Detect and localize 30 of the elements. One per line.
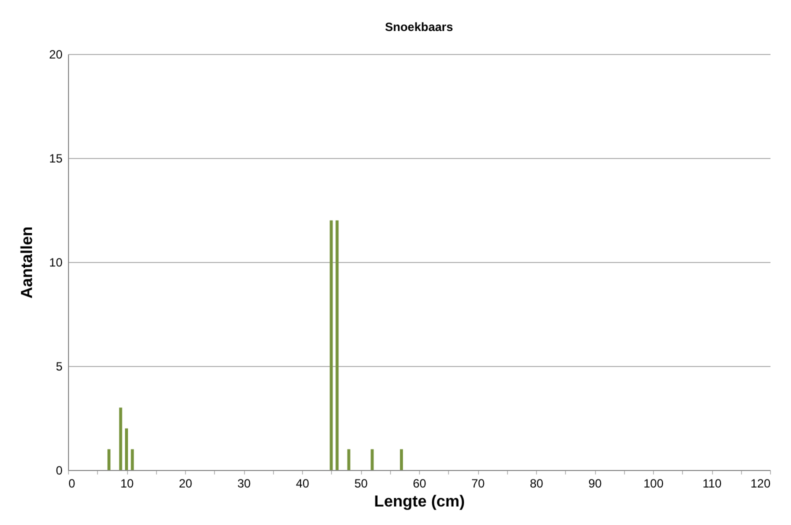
x-tick-label: 0 — [68, 476, 76, 490]
x-tick-label: 10 — [120, 476, 134, 490]
y-tick-label: 0 — [56, 464, 63, 478]
bar — [370, 449, 374, 470]
y-axis-title: Aantallen — [19, 226, 36, 299]
x-tick-label: 90 — [588, 476, 602, 490]
x-axis-title: Lengte (cm) — [374, 494, 465, 510]
x-tick-label: 60 — [412, 476, 426, 490]
bar — [119, 408, 122, 470]
y-tick-label: 15 — [49, 152, 63, 166]
bar — [130, 449, 134, 470]
bar — [125, 428, 128, 470]
y-tick-label: 20 — [49, 48, 63, 62]
x-tick-label: 120 — [750, 476, 771, 490]
x-tick-label: 70 — [471, 476, 485, 490]
x-tick-label: 20 — [178, 476, 192, 490]
x-tick-label: 110 — [702, 476, 722, 490]
y-tick-label: 5 — [56, 360, 63, 374]
bar — [336, 220, 339, 470]
x-tick-label: 50 — [354, 476, 368, 490]
y-tick-label: 10 — [49, 256, 63, 270]
bar — [347, 449, 350, 470]
x-tick-label: 80 — [530, 476, 544, 490]
chart-title: Snoekbaars — [384, 20, 454, 34]
x-tick-label: 100 — [643, 476, 664, 490]
bar — [330, 220, 333, 470]
bar — [107, 449, 110, 470]
x-tick-label: 40 — [296, 476, 310, 490]
bar — [400, 449, 403, 470]
x-tick-label: 30 — [237, 476, 251, 490]
